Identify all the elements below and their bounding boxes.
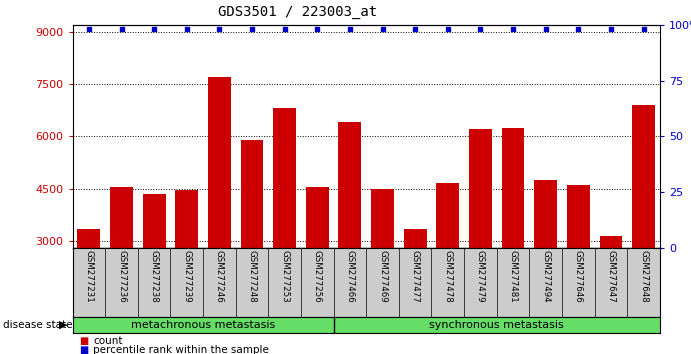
Text: GSM277236: GSM277236 bbox=[117, 250, 126, 303]
Text: GSM277246: GSM277246 bbox=[215, 250, 224, 303]
Point bbox=[507, 27, 518, 32]
Bar bbox=[600, 236, 623, 346]
Bar bbox=[534, 180, 557, 346]
Text: ■: ■ bbox=[79, 346, 88, 354]
Text: GSM277494: GSM277494 bbox=[541, 250, 550, 303]
Bar bbox=[371, 189, 394, 346]
Point bbox=[344, 27, 355, 32]
Text: GSM277481: GSM277481 bbox=[509, 250, 518, 303]
Text: GSM277648: GSM277648 bbox=[639, 250, 648, 303]
Bar bbox=[77, 229, 100, 346]
Text: disease state: disease state bbox=[3, 320, 73, 330]
Text: GSM277239: GSM277239 bbox=[182, 250, 191, 303]
Bar bbox=[437, 183, 460, 346]
Text: GSM277248: GSM277248 bbox=[247, 250, 256, 303]
Text: GSM277238: GSM277238 bbox=[150, 250, 159, 303]
Text: percentile rank within the sample: percentile rank within the sample bbox=[93, 346, 269, 354]
Text: GSM277466: GSM277466 bbox=[346, 250, 354, 303]
Text: ▶: ▶ bbox=[59, 320, 68, 330]
Point bbox=[573, 27, 584, 32]
Point bbox=[475, 27, 486, 32]
Text: ■: ■ bbox=[79, 336, 88, 346]
Text: count: count bbox=[93, 336, 123, 346]
Point bbox=[247, 27, 258, 32]
Point bbox=[638, 27, 649, 32]
Point bbox=[149, 27, 160, 32]
Bar bbox=[404, 229, 426, 346]
Bar bbox=[273, 108, 296, 346]
Bar bbox=[176, 190, 198, 346]
Text: GSM277231: GSM277231 bbox=[84, 250, 93, 303]
Point bbox=[312, 27, 323, 32]
Bar bbox=[306, 187, 329, 346]
Bar bbox=[240, 140, 263, 346]
Point bbox=[377, 27, 388, 32]
Point bbox=[181, 27, 192, 32]
Text: GSM277646: GSM277646 bbox=[574, 250, 583, 303]
Text: metachronous metastasis: metachronous metastasis bbox=[131, 320, 275, 330]
Point bbox=[540, 27, 551, 32]
Text: GSM277477: GSM277477 bbox=[410, 250, 419, 303]
Text: GDS3501 / 223003_at: GDS3501 / 223003_at bbox=[218, 5, 377, 19]
Bar bbox=[567, 185, 589, 346]
Bar bbox=[110, 187, 133, 346]
Text: GSM277256: GSM277256 bbox=[313, 250, 322, 303]
Bar bbox=[502, 127, 524, 346]
Text: GSM277479: GSM277479 bbox=[476, 250, 485, 303]
Bar bbox=[632, 105, 655, 346]
Point bbox=[116, 27, 127, 32]
Point bbox=[279, 27, 290, 32]
Bar bbox=[208, 77, 231, 346]
Point bbox=[214, 27, 225, 32]
Text: synchronous metastasis: synchronous metastasis bbox=[429, 320, 564, 330]
Point bbox=[442, 27, 453, 32]
Point bbox=[410, 27, 421, 32]
Text: GSM277647: GSM277647 bbox=[607, 250, 616, 303]
Text: GSM277253: GSM277253 bbox=[280, 250, 289, 303]
Bar bbox=[143, 194, 166, 346]
Point bbox=[84, 27, 95, 32]
Text: GSM277478: GSM277478 bbox=[444, 250, 453, 303]
Point bbox=[605, 27, 616, 32]
Bar bbox=[339, 122, 361, 346]
Text: GSM277469: GSM277469 bbox=[378, 250, 387, 303]
Bar bbox=[469, 129, 492, 346]
